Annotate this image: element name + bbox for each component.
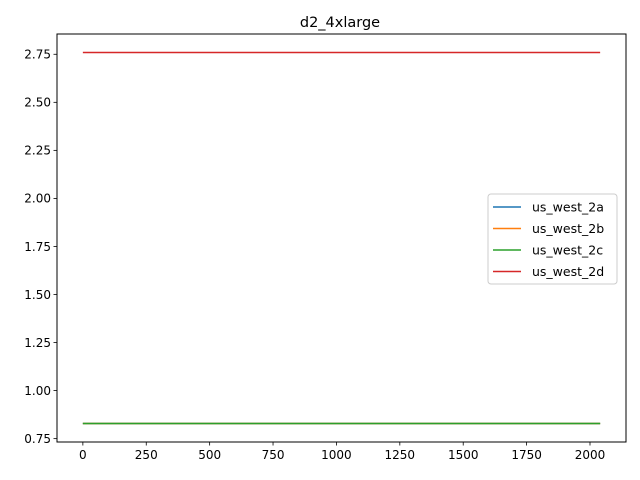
x-tick-label-0: 0: [79, 448, 87, 462]
legend-entries: us_west_2a us_west_2b us_west_2c us_west_2d: [493, 200, 604, 279]
legend: us_west_2a us_west_2b us_west_2c us_west_2d: [487, 193, 618, 285]
y-tick-label-1: 1.00: [24, 384, 51, 398]
legend-label-us_west_2d: us_west_2d: [532, 264, 604, 279]
series-layer: [82, 51, 601, 425]
legend-label-us_west_2c: us_west_2c: [532, 243, 603, 258]
plot-area: [56, 33, 627, 443]
x-tick-label-7: 1750: [511, 448, 542, 462]
x-tick-label-2: 500: [198, 448, 221, 462]
y-tick-label-8: 2.75: [24, 48, 51, 62]
x-tick-label-1: 250: [135, 448, 158, 462]
y-tick-label-3: 1.50: [24, 288, 51, 302]
y-tick-label-0: 0.75: [24, 432, 51, 446]
x-tick-label-5: 1250: [385, 448, 416, 462]
y-tick-label-7: 2.50: [24, 96, 51, 110]
y-tick-label-5: 2.00: [24, 192, 51, 206]
legend-label-us_west_2a: us_west_2a: [532, 200, 604, 215]
x-tick-label-6: 1500: [448, 448, 479, 462]
legend-label-us_west_2b: us_west_2b: [532, 221, 604, 236]
chart-title: d2_4xlarge: [300, 15, 380, 31]
y-tick-label-4: 1.75: [24, 240, 51, 254]
x-tick-label-3: 750: [262, 448, 285, 462]
x-axis: 0 250 500 750 1000 1250 1500 1750 2000: [79, 442, 605, 462]
x-tick-label-4: 1000: [321, 448, 352, 462]
y-tick-label-6: 2.25: [24, 144, 51, 158]
y-axis: 0.75 1.00 1.25 1.50 1.75 2.00 2.25 2.50 2.75: [24, 48, 57, 446]
legend-box: [487, 193, 618, 285]
y-tick-label-2: 1.25: [24, 336, 51, 350]
axes-frame: [56, 33, 627, 443]
x-tick-label-8: 2000: [575, 448, 606, 462]
